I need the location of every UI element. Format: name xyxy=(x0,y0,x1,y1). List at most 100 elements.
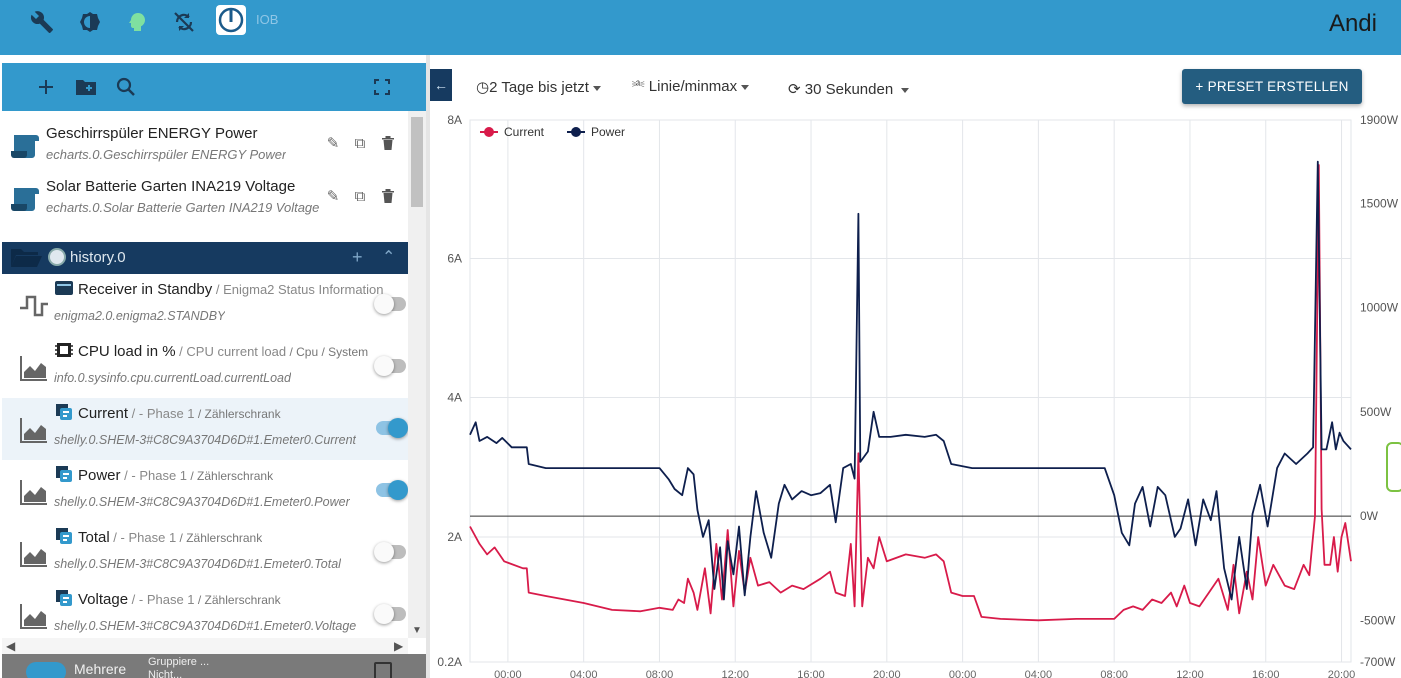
folder-label: history.0 xyxy=(70,249,126,266)
vertical-scrollbar[interactable]: ▼ xyxy=(408,111,426,638)
area-chart-icon xyxy=(18,416,50,444)
y-right-tick-label: 1000W xyxy=(1360,301,1399,315)
scroll-down-icon[interactable]: ▼ xyxy=(412,625,422,636)
sync-off-icon[interactable] xyxy=(171,10,197,36)
chart-item[interactable]: Solar Batterie Garten INA219 Voltage ech… xyxy=(2,172,408,224)
range-select[interactable]: ◷2 Tage bis jetzt xyxy=(476,78,601,96)
fullscreen-icon[interactable] xyxy=(370,75,394,99)
chip-icon xyxy=(54,340,74,360)
datapoint-row[interactable]: Receiver in Standby / Enigma2 Status Inf… xyxy=(2,274,408,336)
scrollbar-thumb[interactable] xyxy=(411,117,423,207)
legend-label: Power xyxy=(591,125,625,139)
horizontal-scrollbar[interactable]: ◀ ▶ xyxy=(2,638,408,654)
y-right-tick-label: 0W xyxy=(1360,509,1379,523)
scroll-left-icon[interactable]: ◀ xyxy=(6,639,16,653)
legend-label: Current xyxy=(504,125,545,139)
shelly-device-icon xyxy=(54,402,74,422)
expert-mode-icon[interactable] xyxy=(124,10,150,36)
area-chart-icon xyxy=(18,354,50,382)
area-chart-icon xyxy=(18,478,50,506)
history-adapter-icon xyxy=(48,248,66,266)
edit-icon[interactable]: ✎ xyxy=(326,188,340,205)
caret-down-icon xyxy=(741,84,750,90)
x-tick-label: 08:00 xyxy=(646,669,674,678)
collapse-left-panel-button[interactable]: ← xyxy=(430,69,452,101)
y-left-tick-label: 0.2A xyxy=(437,655,462,669)
receiver-device-icon xyxy=(54,278,74,298)
x-tick-label: 00:00 xyxy=(494,669,522,678)
add-icon[interactable]: + xyxy=(352,247,363,267)
delete-icon[interactable] xyxy=(379,135,397,153)
x-tick-label: 16:00 xyxy=(797,669,825,678)
enable-toggle[interactable] xyxy=(374,604,406,624)
y-right-tick-label: 1500W xyxy=(1360,196,1399,210)
series-line-current xyxy=(469,164,1352,622)
add-folder-icon[interactable] xyxy=(74,75,98,99)
bottom-strip-label: Mehrere xyxy=(74,661,127,677)
enable-toggle[interactable] xyxy=(374,542,406,562)
y-right-tick-label: -700W xyxy=(1360,655,1396,669)
x-tick-label: 16:00 xyxy=(1252,669,1280,678)
datapoint-row[interactable]: Current / - Phase 1 / Zählerschrank shel… xyxy=(2,398,408,460)
chevron-up-icon[interactable]: ⌃ xyxy=(382,249,396,266)
create-preset-button[interactable]: + PRESET ERSTELLEN xyxy=(1182,69,1362,104)
chart[interactable]: 00:00 04:00 08:00 12:00 16:00 20:00 00:00 04:00… xyxy=(430,105,1401,678)
range-value: 2 Tage bis jetzt xyxy=(489,79,589,96)
refresh-icon: ⟳ xyxy=(788,81,801,98)
enable-toggle[interactable] xyxy=(376,480,408,500)
chart-item-subtitle: echarts.0.Geschirrspüler ENERGY Power xyxy=(46,147,287,162)
x-tick-label: 20:00 xyxy=(873,669,901,678)
datapoint-description: - Phase 1 xyxy=(138,592,195,607)
enable-toggle[interactable] xyxy=(376,418,408,438)
x-tick-label: 12:00 xyxy=(721,669,749,678)
step-chart-icon xyxy=(18,292,50,320)
datapoint-separator: / xyxy=(128,592,139,607)
datapoint-name: Total xyxy=(78,529,110,546)
datapoint-id: shelly.0.SHEM-3#C8C9A3704D6D#1.Emeter0.C… xyxy=(54,433,356,447)
chart-item[interactable]: Geschirrspüler ENERGY Power echarts.0.Ge… xyxy=(2,119,408,171)
series-line-power xyxy=(469,160,1352,601)
y-left-tick-label: 2A xyxy=(447,530,462,544)
datapoint-id: info.0.sysinfo.cpu.currentLoad.currentLo… xyxy=(54,371,291,385)
datapoint-location: / Zählerschrank xyxy=(194,407,281,421)
edit-icon[interactable]: ✎ xyxy=(326,135,340,152)
datapoint-row[interactable]: Total / - Phase 1 / Zählerschrank shelly… xyxy=(2,522,408,584)
enable-toggle[interactable] xyxy=(374,294,406,314)
datapoint-row[interactable]: Power / - Phase 1 / Zählerschrank shelly… xyxy=(2,460,408,522)
iobroker-logo xyxy=(216,5,246,35)
bottom-strip-line1: Gruppiere ... xyxy=(148,656,210,668)
datapoint-separator: / xyxy=(120,468,132,483)
datapoint-id: shelly.0.SHEM-3#C8C9A3704D6D#1.Emeter0.P… xyxy=(54,495,350,509)
scroll-right-icon[interactable]: ▶ xyxy=(394,639,404,653)
enable-toggle[interactable] xyxy=(374,356,406,376)
datapoint-description: Enigma2 Status Information xyxy=(223,282,384,297)
add-icon[interactable] xyxy=(34,75,58,99)
datapoint-separator: / xyxy=(109,530,121,545)
chart-type-select[interactable]: ⎃ Linie/minmax xyxy=(632,78,750,95)
refresh-select[interactable]: ⟳ 30 Sekunden xyxy=(788,80,910,98)
datapoint-name: Current xyxy=(78,405,129,422)
search-icon[interactable] xyxy=(114,75,138,99)
left-panel: Geschirrspüler ENERGY Power echarts.0.Ge… xyxy=(2,63,426,678)
settings-icon[interactable] xyxy=(77,10,103,36)
chart-item-title: Solar Batterie Garten INA219 Voltage xyxy=(46,178,296,195)
copy-icon[interactable]: ⧉ xyxy=(354,135,366,152)
chart-item-subtitle: echarts.0.Solar Batterie Garten INA219 V… xyxy=(46,200,320,215)
caret-down-icon xyxy=(901,87,910,93)
shelly-device-icon xyxy=(54,588,74,608)
datapoint-id: shelly.0.SHEM-3#C8C9A3704D6D#1.Emeter0.T… xyxy=(54,557,341,571)
datapoint-row[interactable]: CPU load in % / CPU current load / Cpu /… xyxy=(2,336,408,398)
chart-type-value: Linie/minmax xyxy=(648,78,738,95)
copy-icon[interactable]: ⧉ xyxy=(354,188,366,205)
checkbox-icon[interactable] xyxy=(374,662,392,678)
folder-history[interactable]: history.0 + ⌃ xyxy=(2,242,408,274)
user-name[interactable]: Andi xyxy=(1328,10,1377,37)
x-tick-label: 04:00 xyxy=(570,669,598,678)
x-tick-label: 20:00 xyxy=(1328,669,1356,678)
datapoint-row[interactable]: Voltage / - Phase 1 / Zählerschrank shel… xyxy=(2,584,408,646)
panel-splitter[interactable] xyxy=(426,55,430,678)
side-widget[interactable] xyxy=(1386,442,1401,492)
datapoint-location: / Zählerschrank xyxy=(176,531,263,545)
delete-icon[interactable] xyxy=(379,188,397,206)
wrench-icon[interactable] xyxy=(29,10,55,36)
